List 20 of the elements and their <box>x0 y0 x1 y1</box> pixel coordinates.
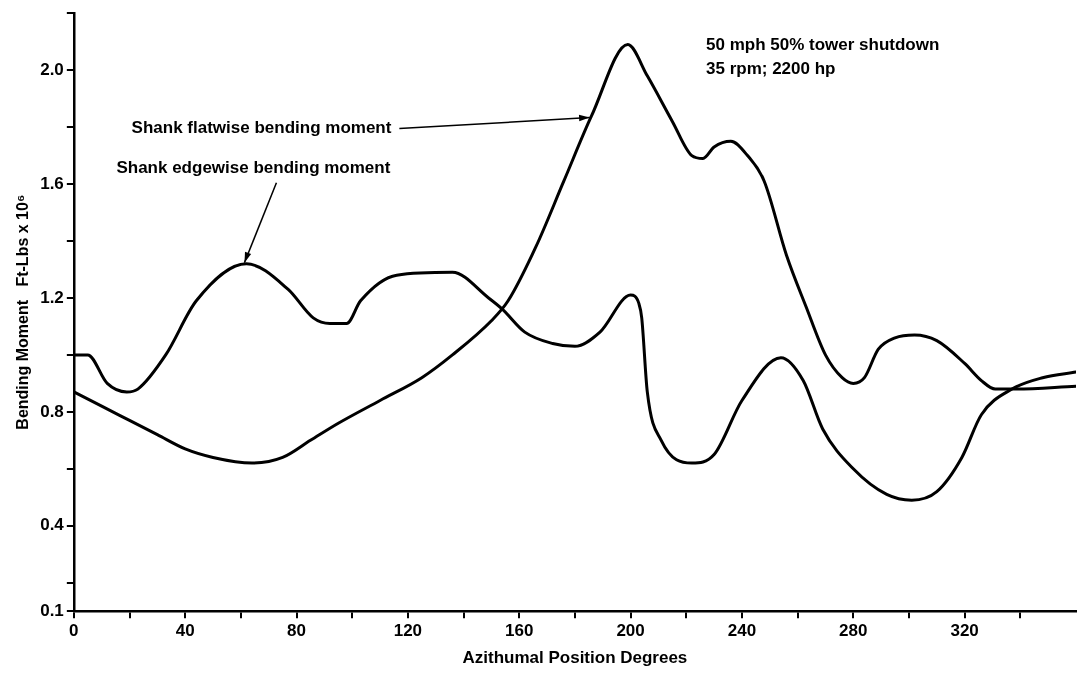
x-tick-label: 80 <box>287 621 306 641</box>
y-tick-label: 0.1 <box>40 600 64 620</box>
x-tick-label: 120 <box>393 621 423 641</box>
x-tick-label: 160 <box>505 621 534 641</box>
annotation: Shank edgewise bending moment <box>116 158 391 178</box>
y-tick-label: 1.2 <box>40 287 64 307</box>
y-tick-label: 2.0 <box>40 59 64 79</box>
annotation: Shank flatwise bending moment <box>131 118 392 138</box>
y-tick-label: 0.4 <box>40 515 65 535</box>
x-tick-label: 240 <box>727 621 757 641</box>
x-tick-label: 280 <box>839 621 868 641</box>
annotation: 50 mph 50% tower shutdown 35 rpm; 2200 hp <box>706 34 940 78</box>
x-axis-title: Azithumal Position Degrees <box>462 648 688 668</box>
y-tick-label: 1.6 <box>40 173 64 193</box>
x-tick-label: 0 <box>69 621 79 641</box>
y-axis-title: Bending Moment Ft-Lbs x 10⁶ <box>14 194 32 430</box>
x-tick-label: 320 <box>950 621 979 641</box>
x-tick-label: 40 <box>175 621 195 641</box>
y-tick-label: 0.8 <box>40 401 64 421</box>
x-tick-label: 200 <box>616 621 645 641</box>
